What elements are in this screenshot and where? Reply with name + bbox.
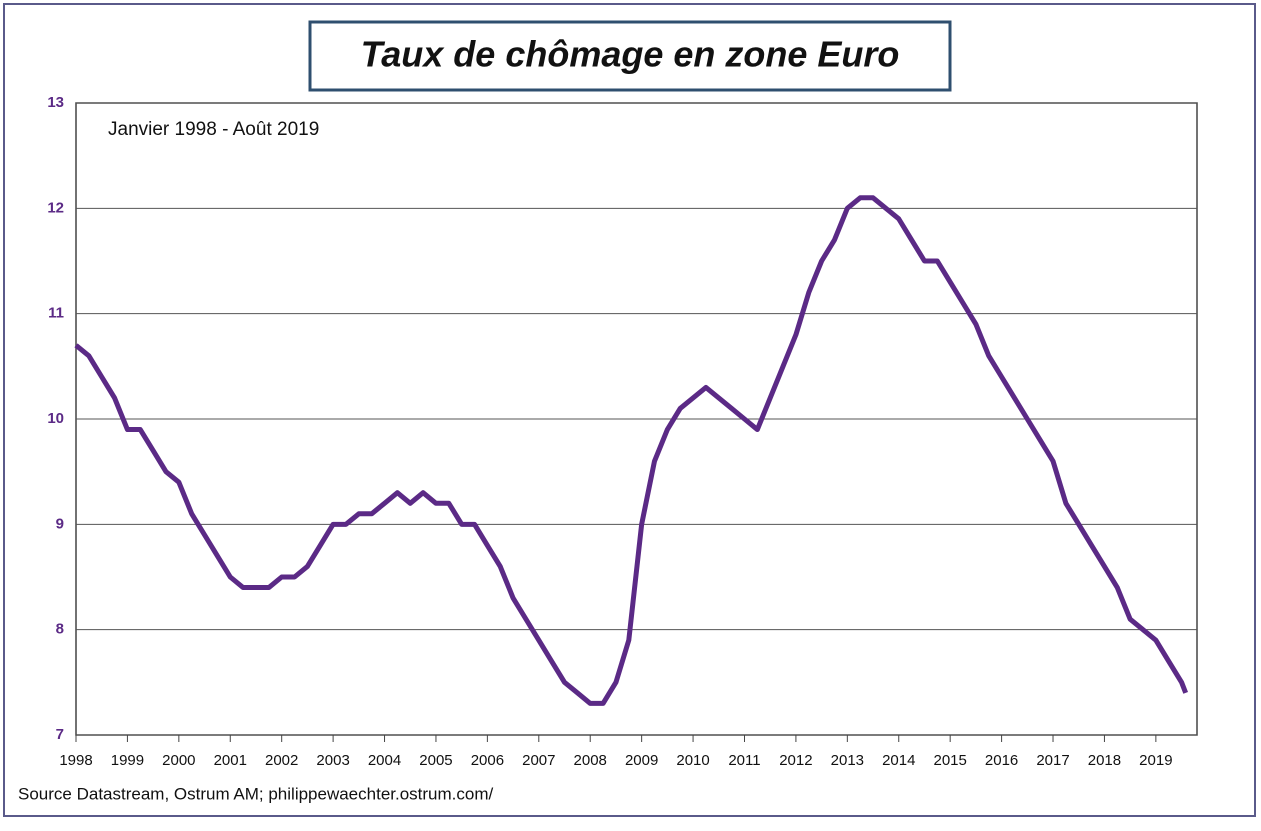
- y-tick-label: 8: [56, 621, 64, 638]
- x-tick-label: 2004: [368, 752, 401, 769]
- x-tick-label: 2005: [419, 752, 452, 769]
- x-tick-label: 2013: [831, 752, 864, 769]
- x-tick-label: 2011: [728, 752, 760, 769]
- x-tick-label: 2001: [214, 752, 247, 769]
- frame: [3, 3, 1256, 817]
- y-tick-label: 13: [47, 94, 64, 111]
- x-tick-label: 2017: [1036, 752, 1069, 769]
- y-tick-label: 9: [56, 515, 64, 532]
- x-tick-label: 2018: [1088, 752, 1121, 769]
- y-tick-label: 10: [47, 410, 64, 427]
- chart-title: Taux de chômage en zone Euro: [361, 34, 900, 75]
- x-tick-label: 2015: [933, 752, 966, 769]
- y-tick-label: 12: [47, 199, 64, 216]
- x-tick-label: 2010: [676, 752, 709, 769]
- line-series: [74, 195, 1189, 706]
- x-tick-label: 2008: [574, 752, 607, 769]
- x-tick-label: 1998: [59, 752, 92, 769]
- x-tick-label: 1999: [111, 752, 144, 769]
- x-tick-label: 2000: [162, 752, 195, 769]
- x-tick-label: 2016: [985, 752, 1018, 769]
- x-tick-label: 2006: [471, 752, 504, 769]
- x-tick-label: 2002: [265, 752, 298, 769]
- y-tick-label: 11: [48, 305, 64, 322]
- subtitle: Janvier 1998 - Août 2019: [108, 119, 319, 140]
- x-tick-label: 2012: [779, 752, 812, 769]
- title-box: [308, 20, 952, 92]
- x-tick-label: 2019: [1139, 752, 1172, 769]
- x-tick-label: 2007: [522, 752, 555, 769]
- y-tick-label: 7: [56, 726, 64, 743]
- source: Source Datastream, Ostrum AM; philippewa…: [18, 784, 494, 803]
- x-tick-label: 2014: [882, 752, 915, 769]
- x-tick-label: 2009: [625, 752, 658, 769]
- x-tick-label: 2003: [316, 752, 349, 769]
